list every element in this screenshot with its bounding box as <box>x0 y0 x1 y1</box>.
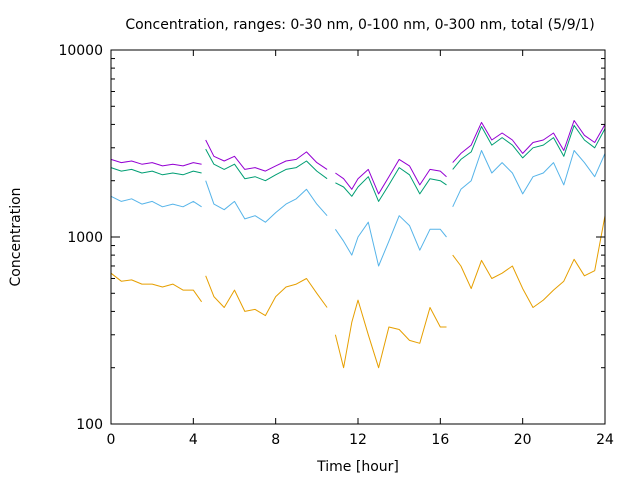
series-0 <box>110 120 606 195</box>
series-line-segment <box>205 180 328 223</box>
series-line-segment <box>452 150 606 208</box>
x-tick-label: 0 <box>107 432 116 448</box>
series-line-segment <box>110 167 202 176</box>
series-layer <box>110 120 606 369</box>
x-tick-label: 16 <box>431 432 449 448</box>
series-line-segment <box>205 148 328 182</box>
x-tick-label: 4 <box>189 432 198 448</box>
x-tick-label: 8 <box>271 432 280 448</box>
series-line-segment <box>452 215 606 308</box>
series-line-segment <box>110 272 203 303</box>
chart-title: Concentration, ranges: 0-30 nm, 0-100 nm… <box>125 17 594 33</box>
series-line-segment <box>110 158 202 167</box>
series-line-segment <box>205 275 328 317</box>
series-1 <box>110 124 606 202</box>
series-2 <box>110 150 606 267</box>
y-tick-label: 100 <box>76 417 103 433</box>
series-line-segment <box>334 215 447 267</box>
axis-layer: 0 4 8 12 16 20 24 100 1000 10000 <box>58 43 614 448</box>
series-line-segment <box>110 195 202 208</box>
series-line-segment <box>335 158 447 195</box>
x-tick-label: 20 <box>514 432 532 448</box>
series-line-segment <box>452 124 606 170</box>
x-tick-label: 12 <box>349 432 367 448</box>
series-line-segment <box>335 167 447 202</box>
x-axis-label: Time [hour] <box>316 459 399 475</box>
x-tick-label: 24 <box>596 432 614 448</box>
plot-frame <box>110 49 606 425</box>
series-3 <box>110 215 606 369</box>
series-line-segment <box>452 120 606 163</box>
y-tick-label: 1000 <box>67 230 103 246</box>
series-line-segment <box>334 299 447 369</box>
y-tick-label: 10000 <box>58 43 103 59</box>
series-line-segment <box>205 139 328 172</box>
y-axis-label: Concentration <box>8 187 24 286</box>
